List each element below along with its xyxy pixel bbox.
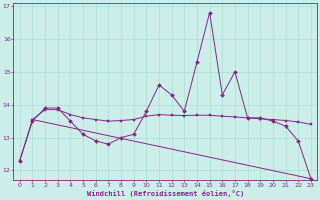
X-axis label: Windchill (Refroidissement éolien,°C): Windchill (Refroidissement éolien,°C) xyxy=(87,190,244,197)
